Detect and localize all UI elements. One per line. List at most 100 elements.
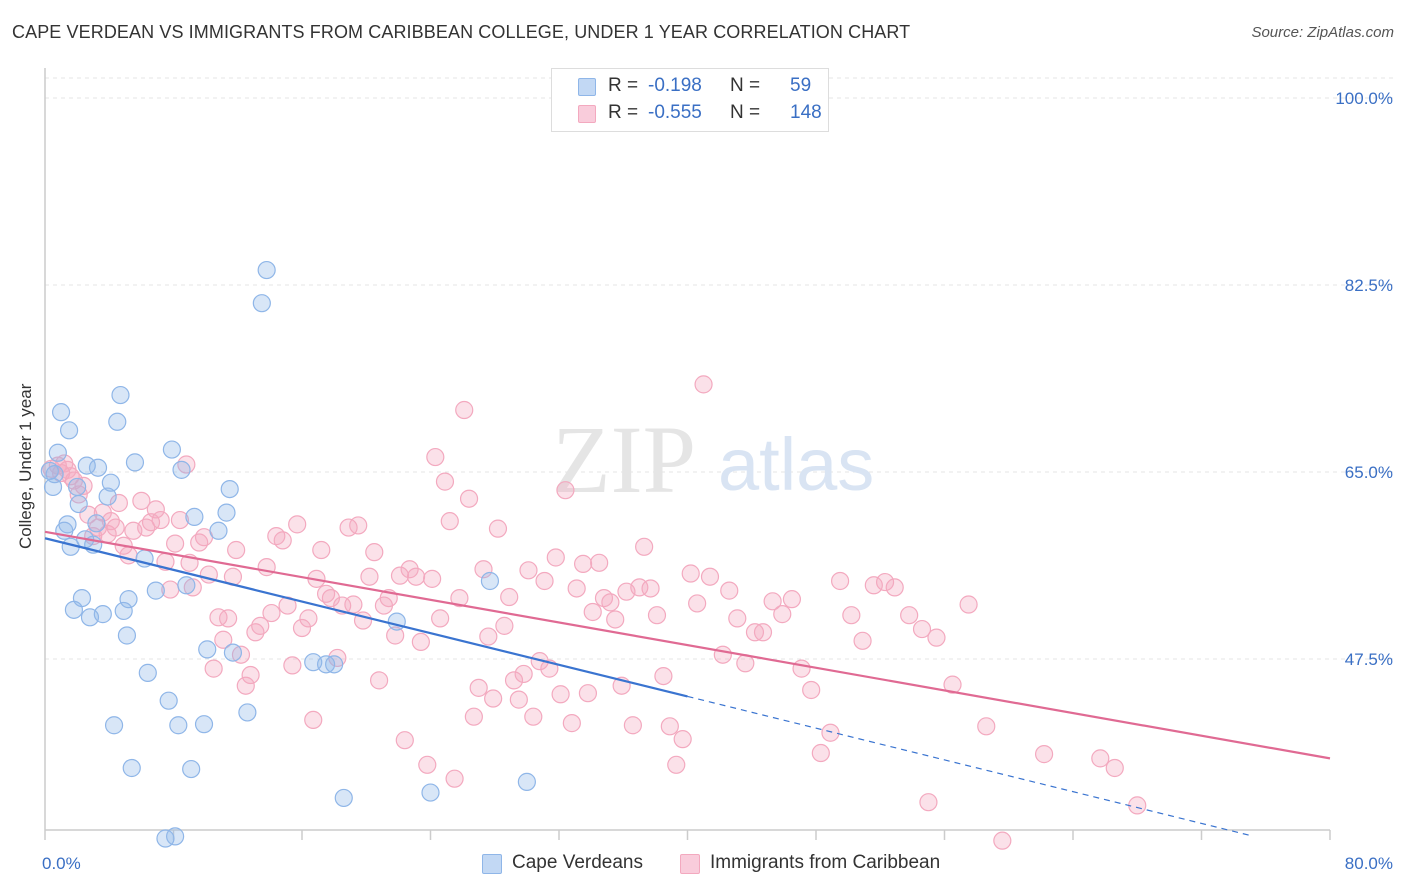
y-tick-label: 82.5% (1345, 276, 1393, 295)
caribbean-point (606, 610, 625, 629)
caribbean-point (900, 606, 919, 625)
caribbean-point (151, 510, 170, 530)
cape-verdean-point (166, 827, 185, 846)
caribbean-point (219, 609, 238, 628)
cape-verdean-point (45, 465, 64, 484)
legend-n-value: 148 (790, 102, 822, 123)
cape-verdean-point (198, 640, 217, 659)
legend-n-label: N = (730, 75, 761, 96)
caribbean-point (660, 717, 679, 736)
legend-label: Cape Verdeans (512, 852, 643, 873)
legend-r-label: R = (608, 102, 639, 123)
caribbean-point (673, 730, 692, 749)
cape-verdean-point (172, 460, 191, 479)
caribbean-point (578, 684, 598, 703)
cape-verdean-point (119, 590, 138, 609)
caribbean-point (241, 665, 260, 685)
cape-verdean-point (72, 588, 92, 608)
caribbean-point (411, 632, 430, 652)
caribbean-point (283, 656, 302, 675)
caribbean-point (912, 619, 932, 639)
caribbean-point (484, 689, 503, 708)
caribbean-point (292, 618, 312, 638)
caribbean-point (469, 678, 488, 697)
caribbean-point (106, 518, 125, 537)
cape-verdean-point (69, 494, 88, 514)
cape-verdean-point (59, 421, 79, 440)
cape-verdean-point (238, 703, 257, 722)
caribbean-point (713, 645, 732, 664)
y-tick-label: 65.0% (1345, 463, 1393, 482)
caribbean-point (853, 631, 872, 650)
cape-verdean-point (387, 612, 406, 631)
caribbean-point (251, 616, 270, 635)
cape-verdean-trend-extension (687, 695, 1250, 836)
caribbean-point (262, 603, 281, 623)
caribbean-point (524, 707, 543, 726)
watermark-zip: ZIP (552, 406, 696, 513)
caribbean-point (551, 685, 570, 704)
caribbean-point (821, 723, 840, 742)
cape-verdean-point (93, 605, 112, 624)
cape-verdean-point (334, 788, 353, 808)
cape-verdean-point (117, 626, 137, 645)
cape-verdean-point (125, 453, 145, 472)
cape-verdean-point (98, 487, 117, 506)
caribbean-point (573, 554, 593, 573)
caribbean-point (146, 500, 165, 519)
caribbean-point (423, 569, 442, 588)
caribbean-point (583, 602, 602, 622)
chart-source: Source: ZipAtlas.com (1251, 24, 1394, 41)
caribbean-point (312, 540, 331, 560)
caribbean-point (236, 676, 255, 695)
caribbean-point (700, 567, 720, 586)
caribbean-point (435, 472, 455, 491)
caribbean-point (440, 512, 459, 531)
caribbean-point (132, 491, 151, 510)
caribbean-point (204, 659, 223, 678)
caribbean-point (137, 518, 156, 537)
cape-verdean-point (68, 477, 87, 497)
caribbean-point (474, 560, 493, 579)
caribbean-point (464, 707, 483, 726)
legend-swatch-blue (482, 854, 502, 874)
caribbean-point (504, 671, 524, 690)
caribbean-point (349, 516, 368, 535)
cape-verdean-point (182, 759, 201, 779)
caribbean-point (546, 548, 565, 567)
legend-label: Immigrants from Caribbean (710, 852, 941, 873)
chart-title: CAPE VERDEAN VS IMMIGRANTS FROM CARIBBEA… (12, 22, 911, 42)
caribbean-point (654, 666, 673, 686)
series-legend: Cape Verdeans Immigrants from Caribbean (0, 851, 1406, 879)
caribbean-point (1105, 758, 1124, 778)
caribbean-point (370, 671, 389, 690)
caribbean-point (455, 400, 474, 420)
legend-n-value: 59 (790, 75, 812, 96)
caribbean-point (459, 489, 479, 508)
caribbean-point (386, 626, 405, 645)
caribbean-point (919, 793, 938, 812)
caribbean-point (792, 659, 811, 678)
caribbean-point (190, 533, 209, 552)
caribbean-point (802, 680, 821, 700)
caribbean-point (977, 717, 996, 736)
caribbean-point (445, 769, 464, 788)
cape-verdean-point (51, 403, 71, 422)
caribbean-point (927, 628, 946, 647)
caribbean-point (728, 609, 747, 628)
caribbean-point (993, 831, 1012, 850)
caribbean-point (365, 543, 384, 562)
y-tick-label: 100.0% (1335, 89, 1393, 108)
legend-swatch-blue (578, 78, 596, 96)
legend-n-label: N = (730, 102, 761, 123)
y-tick-label: 47.5% (1345, 650, 1393, 669)
caribbean-point (842, 606, 861, 625)
caribbean-point (479, 627, 498, 646)
x-tick-label-min: 0.0% (42, 854, 81, 873)
legend-r-label: R = (608, 75, 639, 96)
caribbean-point (450, 588, 469, 608)
caribbean-point (635, 537, 654, 556)
caribbean-point (1091, 749, 1110, 768)
caribbean-point (209, 608, 228, 627)
